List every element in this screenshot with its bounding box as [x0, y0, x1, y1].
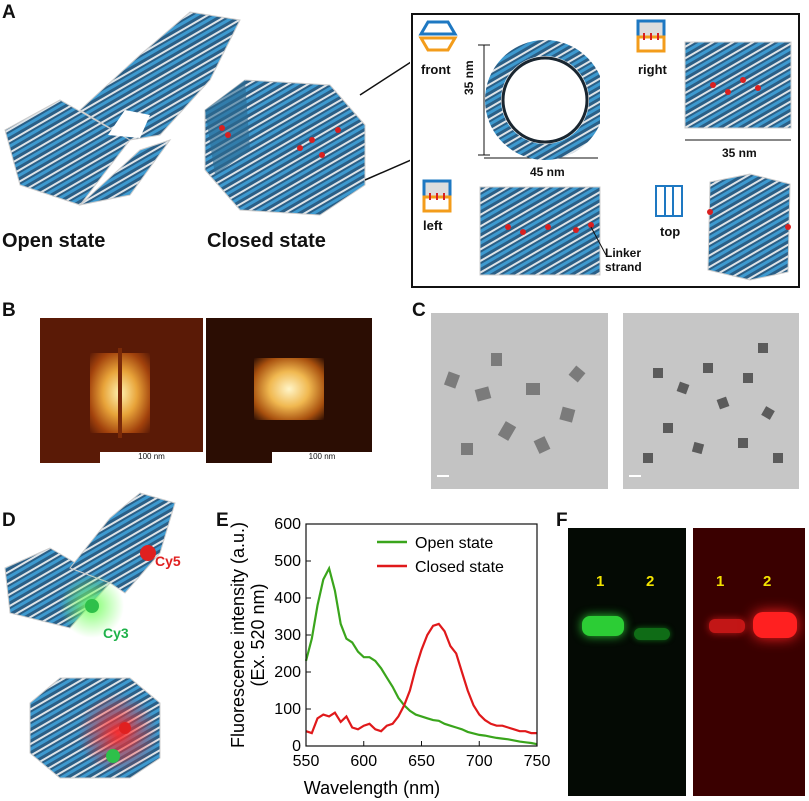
x-axis-label: Wavelength (nm): [304, 778, 440, 798]
front-view-model: [478, 40, 600, 160]
open-state-model: [4, 11, 241, 206]
panel-letter-b: B: [2, 300, 16, 321]
legend-label: Open state: [415, 535, 493, 552]
height-dim-label: 35 nm: [462, 60, 476, 95]
closed-state-label: Closed state: [207, 230, 326, 252]
cy5-dye-closed: [119, 722, 131, 734]
red-lane-2-label: 2: [763, 573, 772, 590]
cy5-dye-open: [140, 545, 156, 561]
origami-open-closed-illustration: [4, 11, 410, 216]
front-view-label: front: [421, 62, 451, 77]
legend-label: Closed state: [415, 559, 504, 576]
y-tick-label: 300: [274, 627, 301, 644]
fluorescence-chart: 550 600 650 700 750 0 100 200 300 400 500 600 Open …: [228, 516, 551, 798]
right-view-label: right: [638, 62, 667, 77]
y-tick-label: 600: [274, 516, 301, 533]
afm-image-closed: 100 nm: [206, 318, 372, 463]
top-view-label: top: [660, 224, 681, 239]
panel-letter-f: F: [556, 510, 568, 531]
left-view-label: left: [423, 218, 443, 233]
left-view-icon: [422, 179, 452, 213]
right-view-model: [684, 41, 792, 141]
fret-schematic: [4, 492, 176, 779]
afm-scalebar-left: 100 nm: [100, 452, 203, 463]
cy3-dye-closed: [106, 749, 120, 763]
y-tick-label: 100: [274, 701, 301, 718]
y-axis-label-line1: Fluorescence intensity (a.u.): [228, 522, 248, 748]
y-tick-label: 200: [274, 664, 301, 681]
cy5-label: Cy5: [155, 553, 181, 569]
right-view-icon: [636, 19, 666, 53]
series-line-closed: [305, 622, 537, 735]
y-tick-label: 500: [274, 553, 301, 570]
y-tick-label: 400: [274, 590, 301, 607]
top-view-icon: [655, 185, 683, 217]
left-view-model: [479, 186, 607, 276]
chart-frame: [305, 523, 538, 747]
cy3-label: Cy3: [103, 625, 129, 641]
tem-image-closed: [623, 313, 799, 489]
linker-label-line1: Linker: [605, 246, 642, 260]
front-view-icon: [418, 20, 458, 52]
width-dim-label: 45 nm: [530, 165, 565, 179]
x-tick-label: 650: [408, 753, 435, 770]
x-tick-label: 600: [350, 753, 377, 770]
panel-letter-c: C: [412, 300, 426, 321]
linker-label-line2: strand: [605, 260, 642, 274]
x-tick-label: 700: [466, 753, 493, 770]
linker-strand-label: Linker strand: [605, 246, 642, 274]
y-axis-label-line2: (Ex. 520 nm): [248, 583, 268, 686]
x-tick-label: 750: [524, 753, 551, 770]
views-box: [411, 13, 800, 288]
closed-state-model: [204, 79, 366, 216]
top-view-model: [707, 173, 791, 281]
cy3-dye-open: [85, 599, 99, 613]
panel-letter-a: A: [2, 2, 16, 23]
panel-letter-e: E: [216, 510, 229, 531]
gel-image-green: 1 2: [568, 528, 686, 796]
open-state-label: Open state: [2, 230, 106, 252]
series-line-open: [304, 565, 538, 746]
green-lane-1-label: 1: [596, 573, 605, 590]
afm-image-open: 100 nm: [40, 318, 203, 463]
x-tick-label: 550: [293, 753, 320, 770]
afm-scalebar-right: 100 nm: [272, 452, 372, 463]
green-lane-2-label: 2: [646, 573, 655, 590]
panel-letter-d: D: [2, 510, 16, 531]
red-lane-1-label: 1: [716, 573, 725, 590]
y-tick-label: 0: [292, 738, 301, 755]
tem-image-open: [431, 313, 608, 489]
right-width-dim-label: 35 nm: [722, 146, 757, 160]
gel-image-red: 1 2: [693, 528, 805, 796]
